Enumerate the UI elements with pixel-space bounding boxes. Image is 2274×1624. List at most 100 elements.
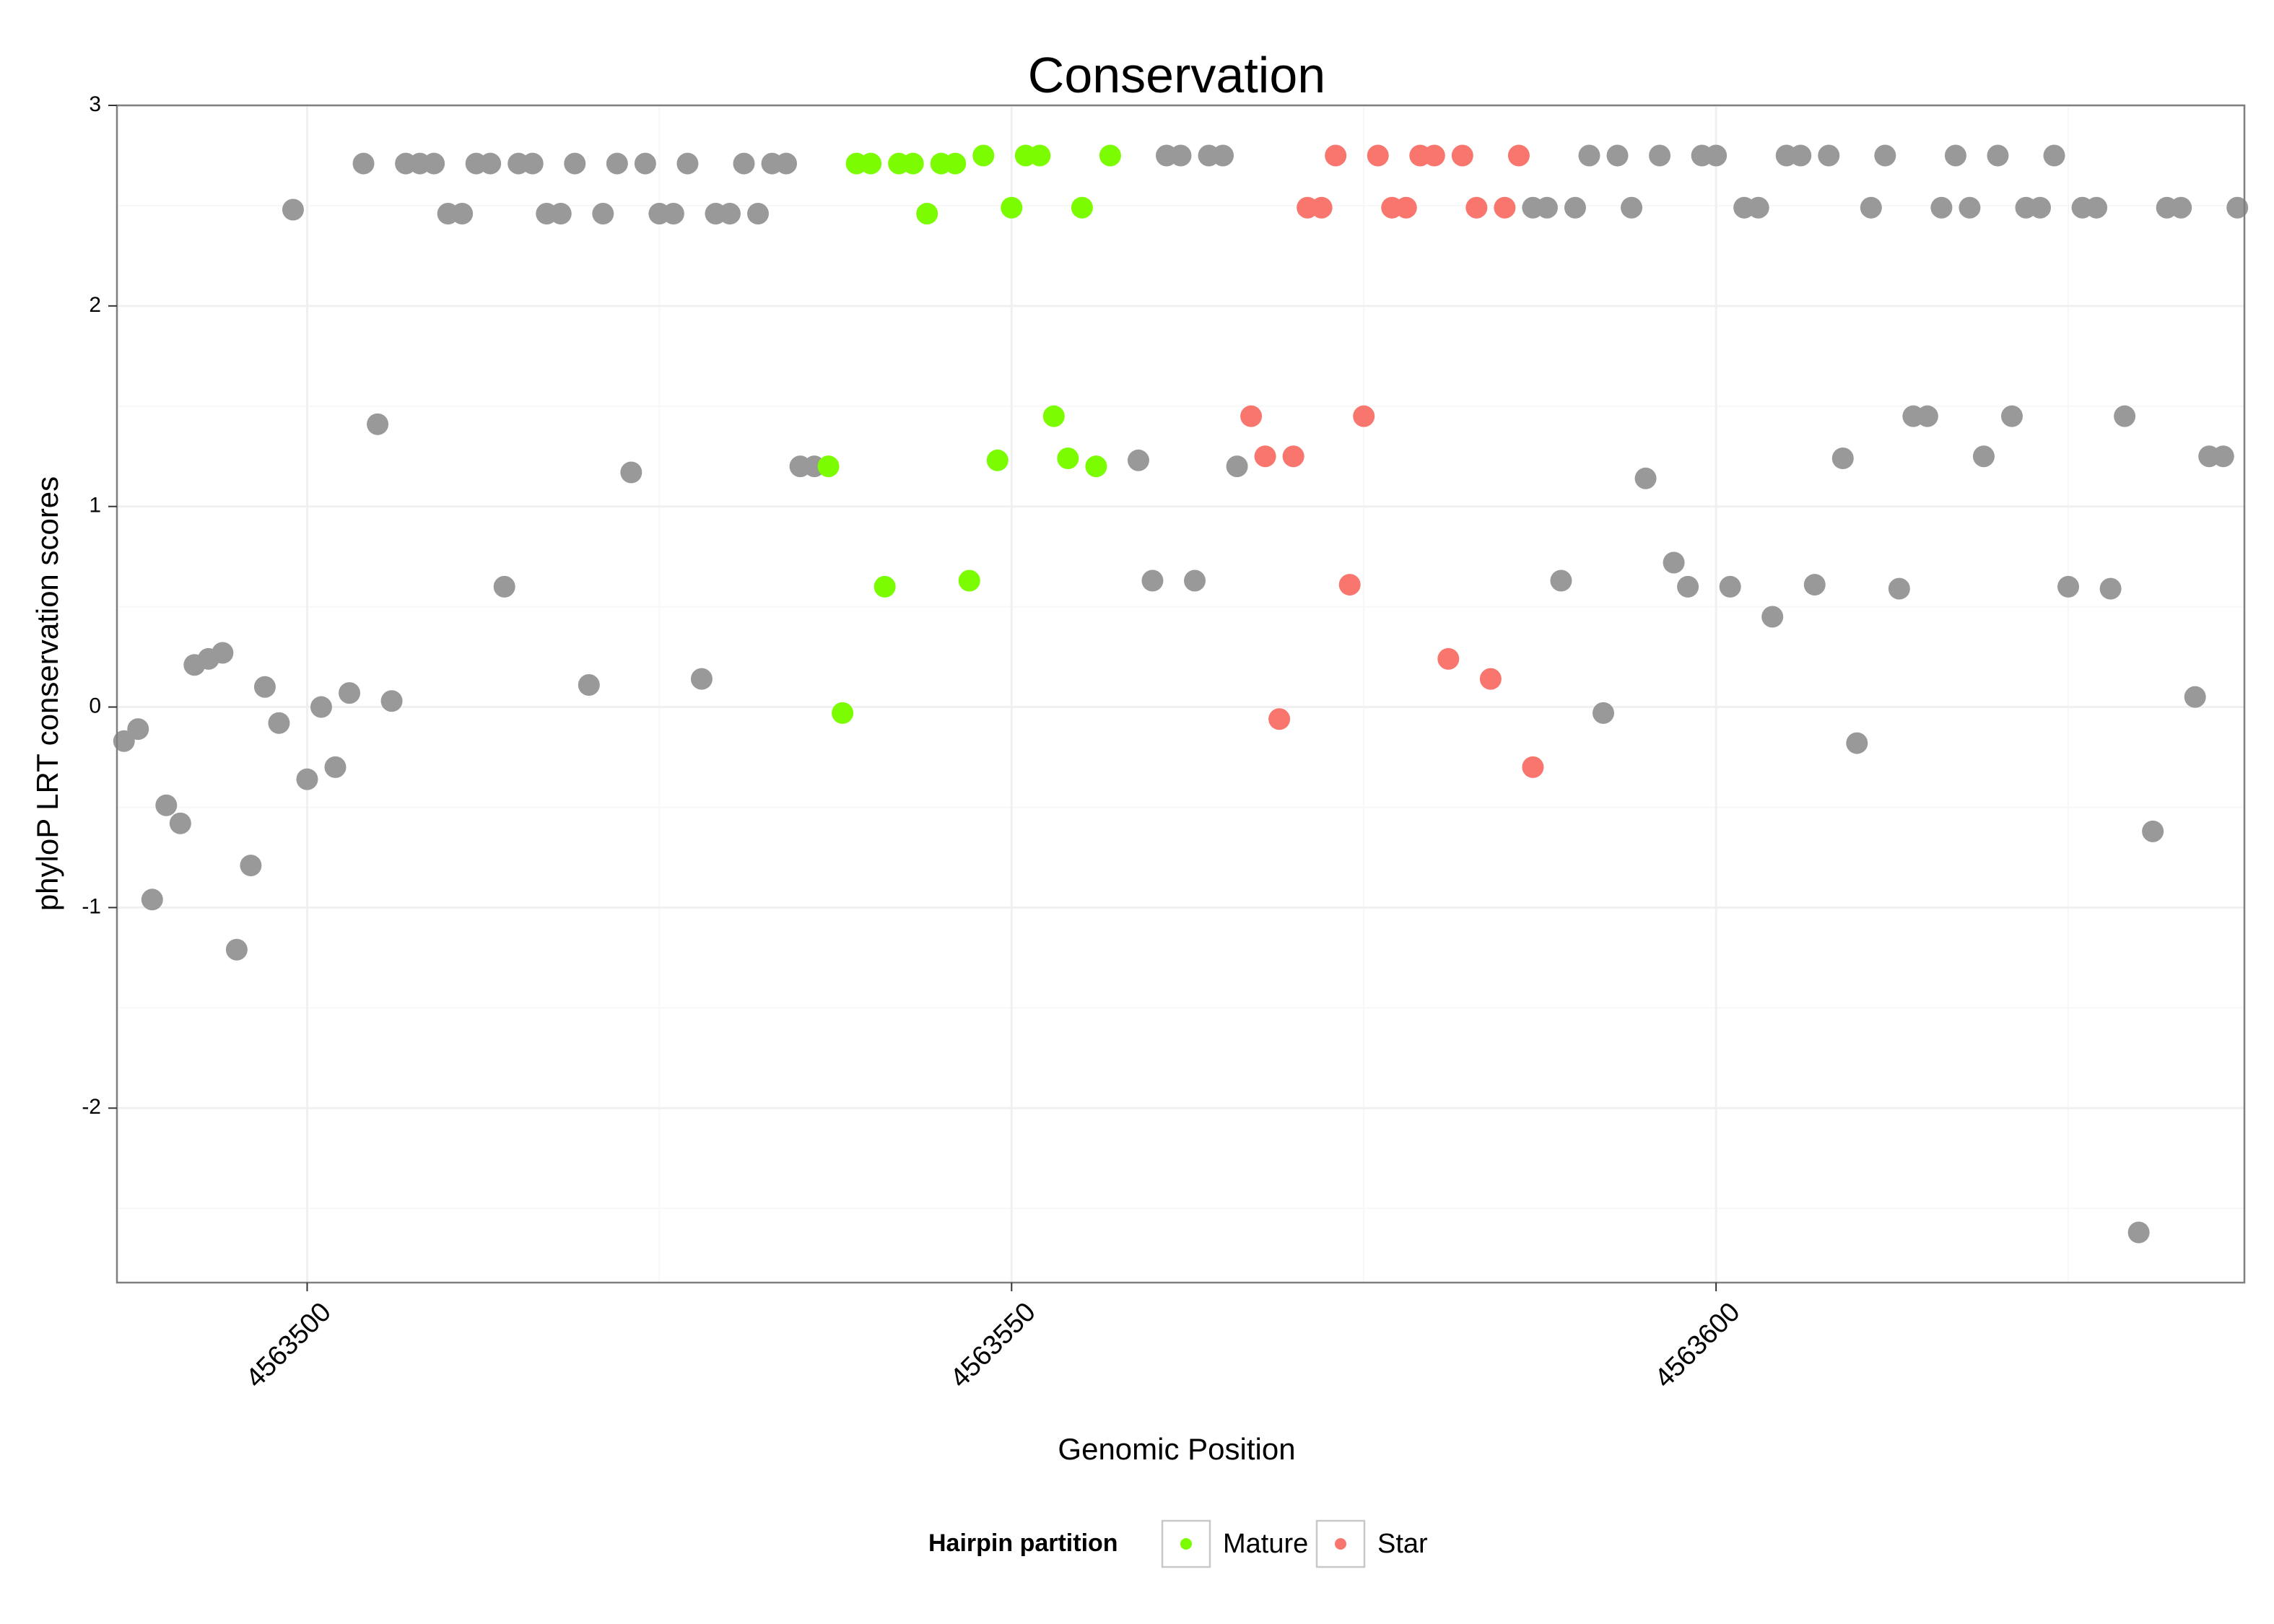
data-point-other [1212,144,1234,167]
data-point-other [1649,144,1671,167]
data-point-other [380,690,403,712]
data-point-other [253,676,276,698]
data-point-other [1592,702,1614,724]
legend-label-mature: Mature [1223,1529,1308,1559]
data-point-other [339,682,361,704]
data-point-other [282,198,304,221]
data-point-star [1437,647,1460,670]
data-point-other [1747,196,1769,219]
data-point-other [2114,405,2136,427]
data-point-other [2170,196,2192,219]
data-point-mature [1001,196,1023,219]
data-point-other [1550,569,1572,592]
data-point-star [1494,196,1516,219]
data-point-other [2000,405,2023,427]
data-point-other [310,696,332,718]
data-point-star [1451,144,1473,167]
data-point-mature [972,144,995,167]
data-point-mature [944,152,967,175]
data-point-other [1831,448,1854,470]
data-point-other [240,855,262,877]
data-point-other [1803,574,1826,596]
data-point-other [367,413,389,435]
data-point-other [2043,144,2065,167]
data-point-star [1254,445,1276,468]
data-point-other [1888,577,1910,600]
plot-panel-border [116,104,2246,1284]
data-point-other [747,203,770,225]
data-point-other [1184,569,1206,592]
data-point-other [564,152,586,175]
data-point-other [1790,144,1812,167]
data-point-other [1564,196,1586,219]
data-point-other [1127,449,1149,471]
legend-label-star: Star [1377,1529,1428,1559]
data-point-other [169,812,191,834]
data-point-other [2099,577,2122,600]
data-point-star [1395,196,1417,219]
data-point-mature [958,569,980,592]
legend-dot-mature [1180,1538,1192,1550]
data-point-mature [817,455,840,478]
data-point-other [113,730,135,752]
y-tick-label: 1 [89,494,101,518]
data-point-mature [902,152,924,175]
data-point-mature [986,449,1009,471]
data-point-other [1535,196,1558,219]
data-point-star [1268,708,1291,730]
data-point-other [775,152,798,175]
y-tick-label: 0 [89,694,101,717]
data-point-other [1226,455,1248,478]
data-point-other [676,152,699,175]
data-point-other [620,461,642,484]
data-point-other [225,938,248,961]
data-point-other [2212,445,2234,468]
data-point-other [1606,144,1629,167]
data-point-star [1507,144,1530,167]
data-point-mature [1085,455,1107,478]
data-point-star [1479,668,1502,690]
data-point-other [662,203,684,225]
data-point-other [1972,445,1995,468]
data-point-star [1282,445,1304,468]
data-point-other [423,152,445,175]
y-axis-title: phyloP LRT conservation scores [30,476,64,911]
data-point-other [493,575,515,598]
data-point-other [2057,575,2080,598]
data-point-star [1465,196,1488,219]
data-point-other [1663,551,1685,574]
y-tick-label: 3 [89,92,101,116]
data-point-star [1522,756,1544,778]
data-point-star [1353,405,1375,427]
data-point-star [1310,196,1333,219]
data-point-other [1874,144,1896,167]
data-point-other [549,203,572,225]
data-point-other [1719,575,1741,598]
data-point-other [2226,196,2249,219]
data-point-star [1240,405,1263,427]
data-point-other [141,889,163,911]
data-point-other [324,756,347,778]
data-point-other [606,152,628,175]
data-point-other [352,152,375,175]
legend-title: Hairpin partition [928,1529,1118,1557]
data-point-mature [916,203,938,225]
data-point-other [2127,1221,2150,1244]
data-point-star [1338,574,1361,596]
data-point-mature [1071,196,1093,219]
data-point-other [1578,144,1600,167]
data-point-other [1860,196,1882,219]
data-point-other [1634,467,1657,489]
data-point-mature [1057,448,1079,470]
data-point-other [733,152,755,175]
y-tick-label: -2 [82,1095,101,1119]
data-point-other [268,712,290,734]
legend-dot-star [1335,1538,1346,1550]
data-point-other [1705,144,1728,167]
data-point-other [212,642,234,664]
data-point-other [1930,196,1953,219]
data-point-other [718,203,741,225]
data-point-other [479,152,502,175]
